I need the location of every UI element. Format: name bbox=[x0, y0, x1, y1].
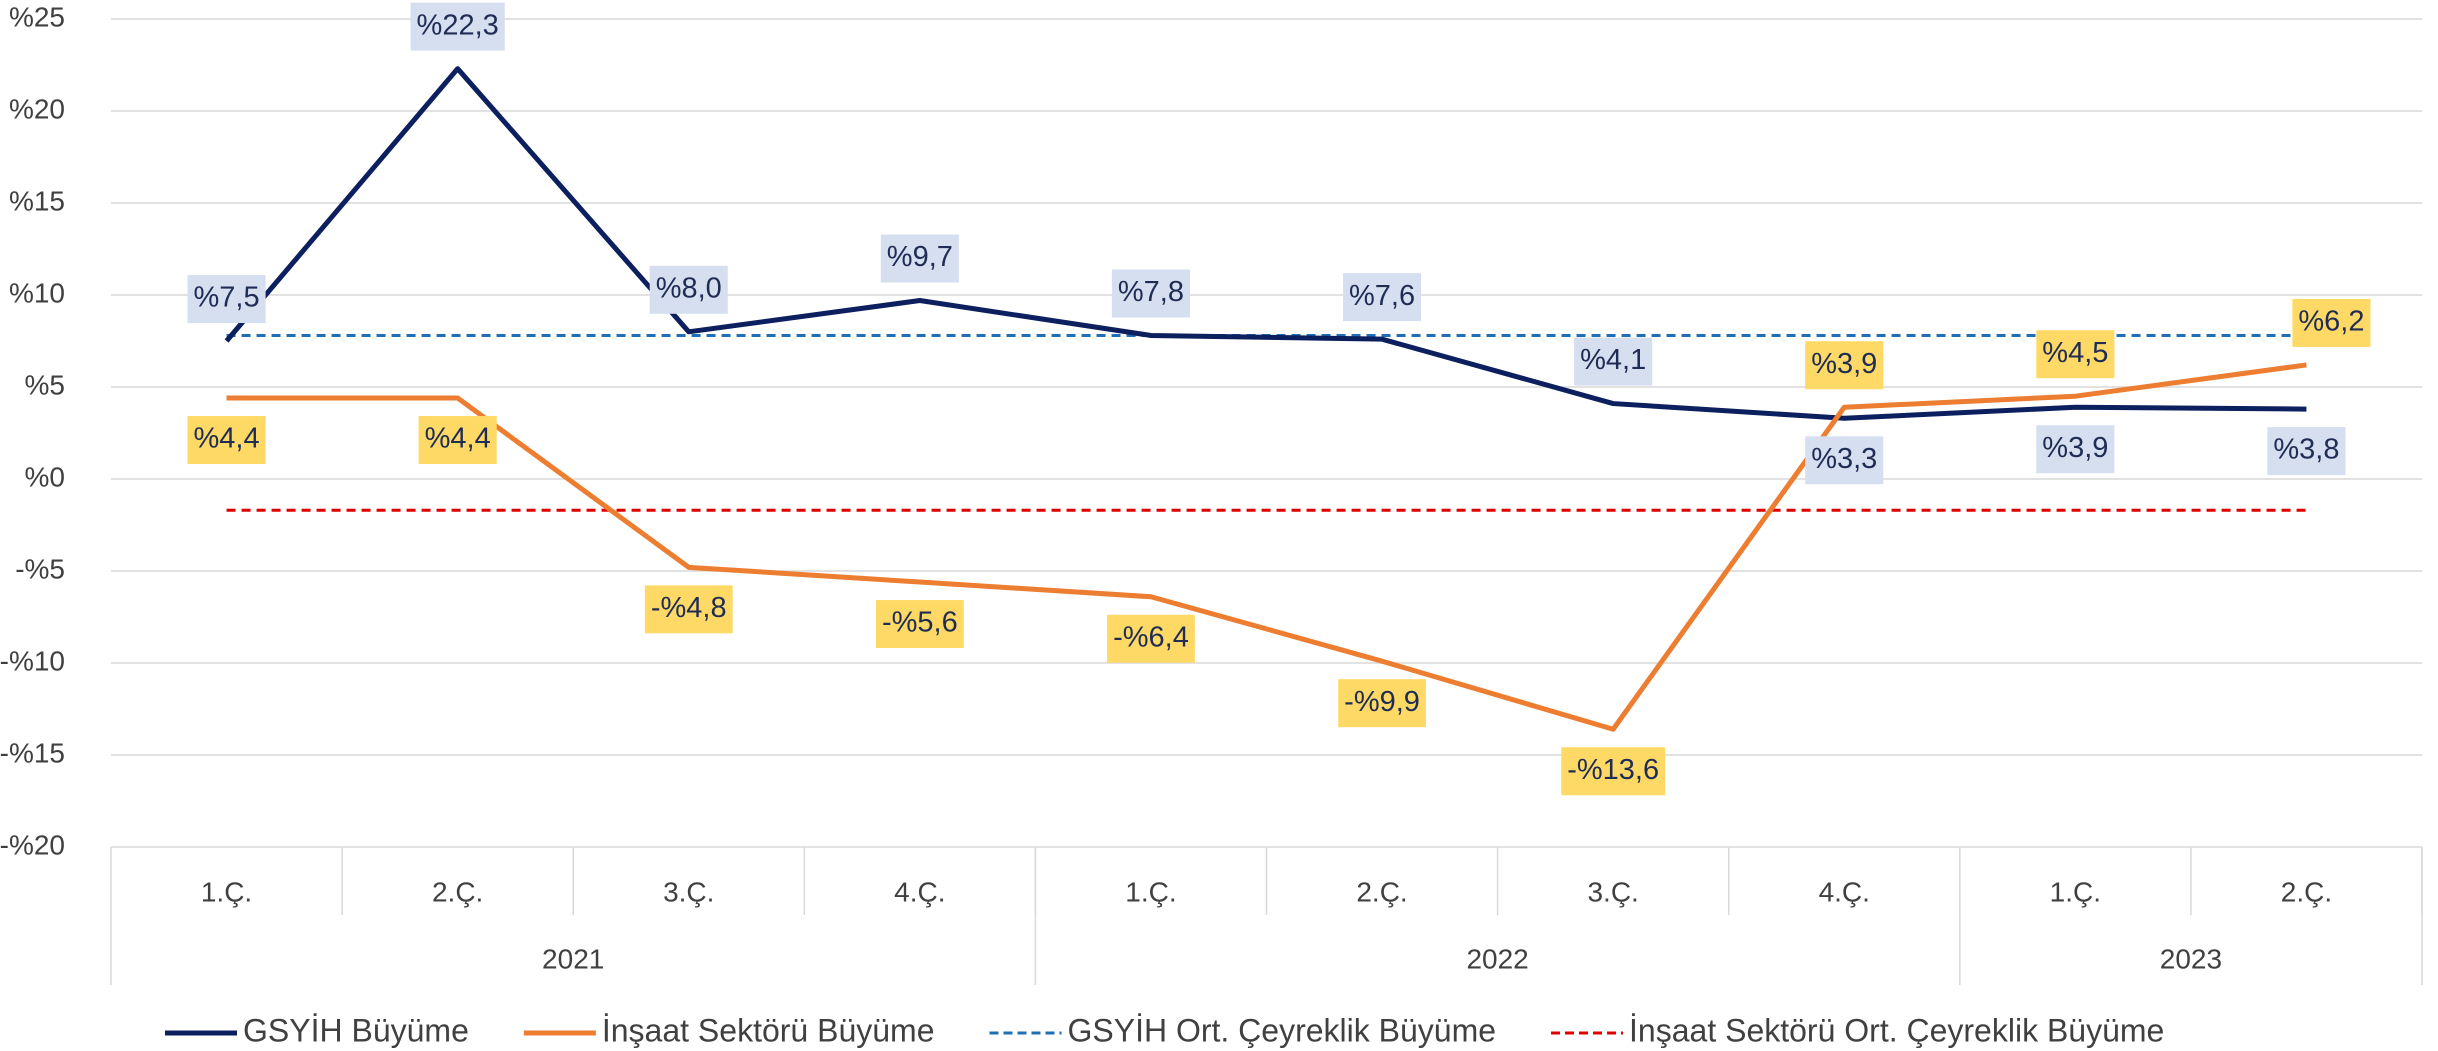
data-label: %7,5 bbox=[187, 275, 266, 323]
data-label-bg bbox=[187, 275, 266, 323]
data-label-text: %7,6 bbox=[1349, 280, 1415, 312]
data-label: %8,0 bbox=[649, 265, 728, 314]
data-label-text: %9,7 bbox=[887, 241, 953, 273]
data-label-bg bbox=[649, 265, 728, 314]
data-label: %7,6 bbox=[1342, 273, 1422, 322]
x-tick-label: 2.Ç. bbox=[1356, 876, 1407, 907]
x-tick-label: 3.Ç. bbox=[663, 876, 714, 907]
data-label: -%5,6 bbox=[875, 600, 964, 649]
data-label: %4,1 bbox=[1574, 337, 1653, 386]
data-label: %4,4 bbox=[187, 416, 266, 465]
y-tick-label: %0 bbox=[25, 461, 65, 492]
data-label: -%9,9 bbox=[1338, 679, 1426, 728]
data-label-bg bbox=[880, 234, 959, 283]
data-label-text: %7,8 bbox=[1118, 276, 1184, 308]
y-tick-label: %20 bbox=[9, 93, 65, 124]
data-label-bg bbox=[2036, 425, 2115, 474]
data-label: %7,8 bbox=[1111, 269, 1191, 318]
data-label-text: -%4,8 bbox=[651, 592, 727, 624]
data-label-text: -%13,6 bbox=[1567, 754, 1659, 786]
data-label-text: %4,4 bbox=[193, 423, 259, 455]
x-tick-label: 1.Ç. bbox=[201, 876, 252, 907]
data-label: %3,9 bbox=[2036, 425, 2115, 474]
data-label-bg bbox=[1111, 269, 1191, 318]
data-label-bg bbox=[644, 585, 733, 634]
x-tick-label: 1.Ç. bbox=[2050, 876, 2101, 907]
data-label-text: %3,9 bbox=[1811, 348, 1877, 380]
data-label-text: -%9,9 bbox=[1344, 686, 1420, 718]
data-label-bg bbox=[187, 416, 266, 465]
data-label-bg bbox=[1805, 341, 1884, 390]
y-tick-label: -%15 bbox=[0, 737, 65, 768]
legend-label: İnşaat Sektörü Ort. Çeyreklik Büyüme bbox=[1629, 1012, 2164, 1048]
data-label-text: %7,5 bbox=[193, 282, 259, 314]
x-tick-label: 4.Ç. bbox=[1819, 876, 1870, 907]
data-label-bg bbox=[2292, 298, 2371, 347]
data-label-bg bbox=[1805, 436, 1884, 485]
data-label: %3,8 bbox=[2267, 427, 2346, 476]
data-label: %6,2 bbox=[2292, 298, 2371, 347]
data-label: -%6,4 bbox=[1107, 614, 1195, 663]
data-label-text: %3,8 bbox=[2273, 434, 2339, 466]
data-label-text: %8,0 bbox=[656, 272, 722, 304]
data-label-text: %22,3 bbox=[417, 9, 499, 41]
data-label-bg bbox=[410, 2, 505, 51]
year-label: 2023 bbox=[2160, 943, 2222, 974]
data-label-bg bbox=[875, 600, 964, 649]
series-line bbox=[224, 66, 2307, 421]
data-label-bg bbox=[2267, 427, 2346, 476]
data-label: %9,7 bbox=[880, 234, 959, 283]
data-label-text: %3,3 bbox=[1811, 443, 1877, 475]
data-label-bg bbox=[2036, 330, 2115, 379]
y-tick-label: -%10 bbox=[0, 645, 65, 676]
data-label: %3,9 bbox=[1805, 341, 1884, 390]
x-tick-label: 4.Ç. bbox=[894, 876, 945, 907]
y-tick-label: %25 bbox=[9, 1, 65, 32]
y-tick-label: %15 bbox=[9, 185, 65, 216]
x-tick-label: 2.Ç. bbox=[2281, 876, 2332, 907]
legend-label: GSYİH Büyüme bbox=[243, 1012, 469, 1048]
data-label-bg bbox=[418, 416, 497, 465]
y-tick-label: %10 bbox=[9, 277, 65, 308]
data-label-text: -%5,6 bbox=[882, 607, 958, 639]
x-tick-label: 2.Ç. bbox=[432, 876, 483, 907]
data-label-text: -%6,4 bbox=[1113, 621, 1189, 653]
legend-label: GSYİH Ort. Çeyreklik Büyüme bbox=[1067, 1012, 1496, 1048]
x-tick-label: 3.Ç. bbox=[1587, 876, 1638, 907]
legend-label: İnşaat Sektörü Büyüme bbox=[602, 1012, 935, 1048]
data-label: %22,3 bbox=[410, 2, 505, 51]
y-tick-label: -%5 bbox=[15, 553, 65, 584]
data-label-text: %4,5 bbox=[2042, 337, 2108, 369]
data-label-bg bbox=[1574, 337, 1653, 386]
data-label: -%4,8 bbox=[644, 585, 733, 634]
data-label-bg bbox=[1342, 273, 1422, 322]
x-tick-label: 1.Ç. bbox=[1125, 876, 1176, 907]
y-tick-label: -%20 bbox=[0, 829, 65, 860]
data-label-text: %6,2 bbox=[2298, 306, 2364, 338]
data-label-text: %4,4 bbox=[425, 423, 491, 455]
series-line bbox=[226, 362, 2307, 732]
year-label: 2021 bbox=[542, 943, 604, 974]
data-label: %4,4 bbox=[418, 416, 497, 465]
data-label: %3,3 bbox=[1805, 436, 1884, 485]
data-label: %4,5 bbox=[2036, 330, 2115, 379]
data-label-bg bbox=[1338, 679, 1426, 728]
data-label-bg bbox=[1107, 614, 1195, 663]
data-label-bg bbox=[1561, 747, 1666, 796]
data-label: -%13,6 bbox=[1561, 747, 1666, 796]
y-tick-label: %5 bbox=[25, 369, 65, 400]
data-label-text: %4,1 bbox=[1580, 344, 1646, 376]
data-label-text: %3,9 bbox=[2042, 432, 2108, 464]
year-label: 2022 bbox=[1466, 943, 1528, 974]
